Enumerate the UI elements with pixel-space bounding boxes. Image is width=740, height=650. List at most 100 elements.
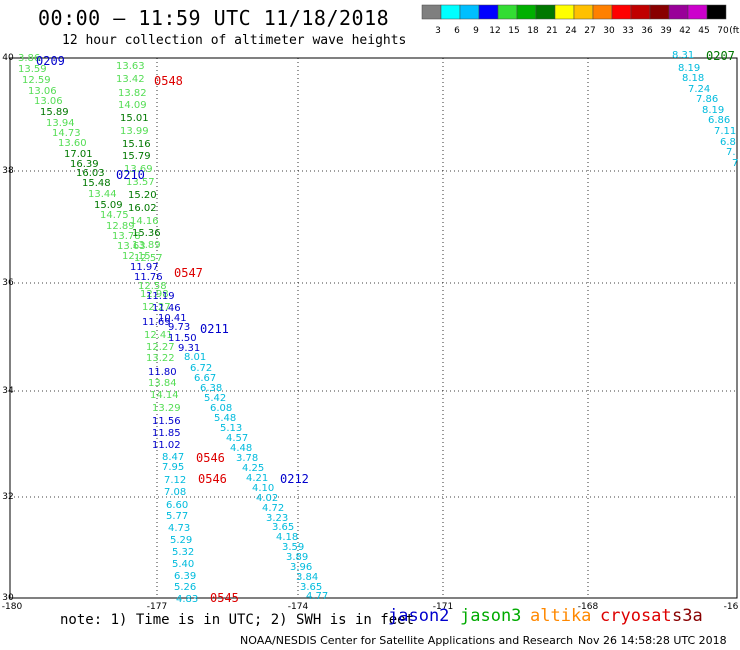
wave-height-label: 12.98 <box>140 289 169 300</box>
map-frame <box>9 57 738 599</box>
wave-height-label: 13.22 <box>146 353 175 364</box>
wave-height-label: 4.10 <box>252 483 274 494</box>
wave-height-label: 4.21 <box>246 473 268 484</box>
colorbar-tick-label: 42 <box>679 26 690 36</box>
generated-timestamp: Nov 26 14:58:28 UTC 2018 <box>578 634 727 647</box>
wave-height-label: 14.09 <box>118 100 147 111</box>
wave-height-label: 5.40 <box>172 559 194 570</box>
wave-height-label: 11.46 <box>152 303 181 314</box>
wave-height-label: 12.15 <box>122 251 151 262</box>
units-note: note: 1) Time is in UTC; 2) SWH is in fe… <box>60 612 415 628</box>
pass-time-label: 0210 <box>116 168 145 182</box>
wave-height-label: 11.76 <box>134 272 163 283</box>
wave-height-label: 3.89 <box>286 552 308 563</box>
wave-height-label: 5.32 <box>172 547 194 558</box>
wave-height-label: 7.08 <box>164 487 186 498</box>
wave-height-label: 7.11 <box>714 126 736 137</box>
longitude-tick-label: -180 <box>2 602 23 612</box>
page-title: 00:00 – 11:59 UTC 11/18/2018 <box>38 6 390 30</box>
wave-height-label: 11.02 <box>152 440 181 451</box>
wave-height-label: 15.16 <box>122 139 151 150</box>
colorbar-tick-label: 27 <box>584 26 595 36</box>
colorbar-tick-label: 9 <box>473 26 479 36</box>
wave-height-label: 15.48 <box>82 178 111 189</box>
colorbar-tick-label: 45 <box>698 26 709 36</box>
colorbar-tick-label: 12 <box>489 26 500 36</box>
wave-height-label: 4.18 <box>276 532 298 543</box>
wave-height-label: 16.39 <box>70 159 99 170</box>
wave-height-label: 16.03 <box>76 168 105 179</box>
wave-height-label: 9.31 <box>178 343 200 354</box>
wave-height-label: 6.72 <box>190 363 212 374</box>
colorbar-tick-label: 6 <box>454 26 460 36</box>
colorbar-tick-label: 30 <box>603 26 615 36</box>
wave-height-label: 13.60 <box>58 138 87 149</box>
wave-height-label: 6.38 <box>200 383 222 394</box>
wave-height-label: 7.86 <box>696 94 718 105</box>
legend-jason2: jason2 <box>388 606 450 626</box>
wave-height-label: 7.95 <box>162 462 184 473</box>
legend-jason3: jason3 <box>460 606 522 626</box>
wave-height-label: 3.23 <box>266 513 288 524</box>
wave-height-label: 8.19 <box>702 105 724 116</box>
wave-height-label: 12.41 <box>144 330 173 341</box>
wave-height-label: 3.65 <box>300 582 322 593</box>
wave-height-label: 7 <box>732 158 738 169</box>
wave-height-label: 11.69 <box>142 317 171 328</box>
wave-height-label: 13.82 <box>118 88 147 99</box>
wave-height-label: 14.16 <box>130 216 159 227</box>
colorbar-tick-label: 3 <box>435 26 441 36</box>
wave-height-label: 17.01 <box>64 149 93 160</box>
wave-height-label: 9.73 <box>168 322 190 333</box>
latitude-tick-label: 40 <box>2 53 14 63</box>
latitude-tick-label: 38 <box>2 166 14 176</box>
wave-height-label: 4.73 <box>168 523 190 534</box>
wave-height-label: 15.89 <box>40 107 69 118</box>
wave-height-label: 5.13 <box>220 423 242 434</box>
wave-height-label: 7. <box>726 147 736 158</box>
wave-height-label: 13.06 <box>28 86 57 97</box>
wave-height-label: 11.19 <box>146 291 175 302</box>
wave-height-label: 11.56 <box>152 416 181 427</box>
wave-height-label: 8.47 <box>162 452 184 463</box>
wave-height-label: 3.86 <box>18 53 40 64</box>
wave-height-label: 5.29 <box>170 535 192 546</box>
latitude-tick-label: 34 <box>2 386 14 396</box>
wave-height-label: 13.99 <box>120 126 149 137</box>
wave-height-label: 13.59 <box>18 64 47 75</box>
wave-height-label: 5.48 <box>214 413 236 424</box>
colorbar-tick-label: 39 <box>660 26 672 36</box>
colorbar-tick-label: 18 <box>527 26 539 36</box>
wave-height-label: 4.48 <box>230 443 252 454</box>
longitude-tick-label: -171 <box>433 602 453 612</box>
colorbar-tick-label: 70 <box>717 26 729 36</box>
wave-height-label: 10.41 <box>158 313 187 324</box>
colorbar-tick-label: 36 <box>641 26 653 36</box>
wave-height-label: 13.44 <box>88 189 117 200</box>
legend-altika: altika <box>530 606 592 626</box>
wave-height-label: 13.63 <box>117 241 146 252</box>
wave-height-label: 3.78 <box>236 453 258 464</box>
wave-height-label: 8.19 <box>678 63 700 74</box>
wave-height-label: 7.24 <box>688 84 710 95</box>
wave-height-label: 11.50 <box>168 333 197 344</box>
longitude-tick-label: -174 <box>288 602 309 612</box>
pass-time-label: 0207 <box>706 49 735 63</box>
wave-height-label: 13.89 <box>132 240 161 251</box>
wave-height-label: 4.72 <box>262 503 284 514</box>
wave-height-label: 5.26 <box>174 582 196 593</box>
wave-height-label: 7.12 <box>164 475 186 486</box>
wave-height-label: 13.63 <box>116 61 145 72</box>
legend-s3a: s3a <box>672 606 703 626</box>
latitude-tick-label: 30 <box>2 593 14 603</box>
wave-height-label: 15.20 <box>128 190 157 201</box>
wave-height-label: 6.67 <box>194 373 216 384</box>
wave-height-label: 4.02 <box>256 493 278 504</box>
wave-height-label: 5.77 <box>166 511 188 522</box>
wave-height-label: 12.58 <box>138 281 167 292</box>
wave-height-label: 6.60 <box>166 500 188 511</box>
wave-height-label: 3.59 <box>282 542 304 553</box>
wave-height-label: 11.80 <box>148 367 177 378</box>
wave-height-label: 6.39 <box>174 571 196 582</box>
